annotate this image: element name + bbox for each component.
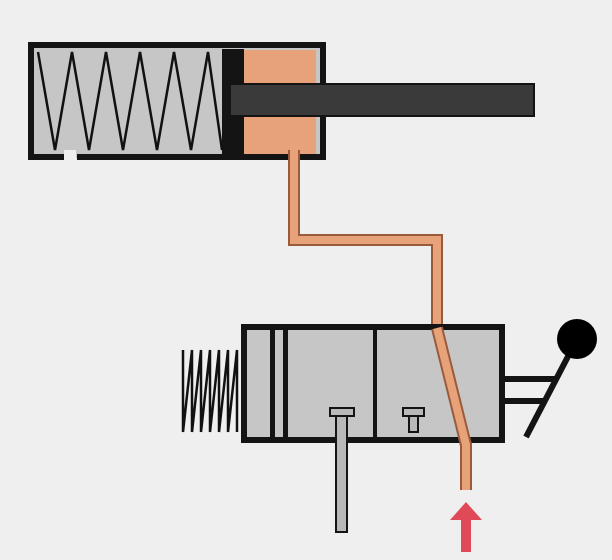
valve-partition-left <box>270 330 275 438</box>
piston-lower <box>244 117 316 154</box>
valve-partition-right <box>373 330 377 438</box>
cylinder-spring <box>36 51 224 151</box>
cylinder-outline-bottom <box>77 116 326 160</box>
supply-arrow <box>450 502 482 552</box>
air-line-valve-section <box>433 327 470 490</box>
valve-spring <box>181 349 239 433</box>
lever-knob <box>557 319 597 359</box>
cylinder-exhaust-gap <box>64 150 76 163</box>
lever-actuator <box>502 319 597 439</box>
piston-upper <box>244 50 316 84</box>
cylinder <box>28 42 535 163</box>
cylinder-outline <box>28 42 326 160</box>
valve <box>241 324 505 533</box>
supply-arrow-shaft <box>461 518 471 552</box>
valve-partition-mid <box>283 330 288 438</box>
exhaust-port-stem <box>335 413 348 533</box>
exhaust-port-cap <box>329 407 355 417</box>
piston-rod <box>229 83 535 117</box>
supply-arrow-head <box>450 502 482 520</box>
blocked-port-cap <box>402 407 425 417</box>
lever-arm <box>523 341 578 439</box>
